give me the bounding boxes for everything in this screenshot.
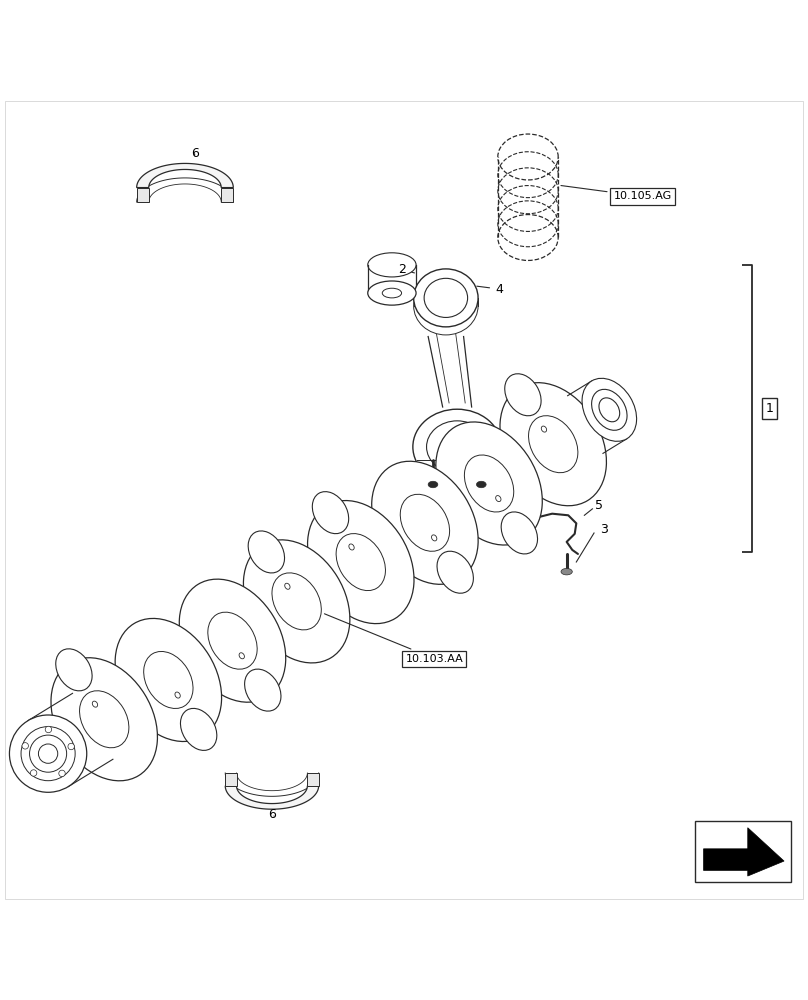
Ellipse shape xyxy=(413,409,502,484)
Ellipse shape xyxy=(115,618,221,742)
Text: 10.105.AG: 10.105.AG xyxy=(561,186,671,201)
Ellipse shape xyxy=(22,743,28,749)
Ellipse shape xyxy=(92,701,98,707)
Polygon shape xyxy=(225,773,237,786)
Polygon shape xyxy=(704,828,784,876)
Ellipse shape xyxy=(51,658,158,781)
Ellipse shape xyxy=(172,649,204,686)
Ellipse shape xyxy=(65,714,98,752)
Text: 6: 6 xyxy=(191,147,199,160)
Ellipse shape xyxy=(495,496,501,502)
Ellipse shape xyxy=(179,579,286,702)
Ellipse shape xyxy=(31,770,37,776)
Polygon shape xyxy=(221,188,234,202)
Ellipse shape xyxy=(541,426,547,432)
Ellipse shape xyxy=(431,491,463,528)
Ellipse shape xyxy=(301,570,334,607)
Ellipse shape xyxy=(45,726,52,733)
Ellipse shape xyxy=(248,531,284,573)
Ellipse shape xyxy=(368,281,416,305)
Ellipse shape xyxy=(239,653,244,659)
Ellipse shape xyxy=(382,288,402,298)
Ellipse shape xyxy=(599,398,620,422)
Text: 4: 4 xyxy=(477,283,503,296)
Ellipse shape xyxy=(591,389,627,430)
Ellipse shape xyxy=(500,383,607,506)
Polygon shape xyxy=(137,163,234,188)
Text: 2: 2 xyxy=(398,263,415,276)
Ellipse shape xyxy=(284,583,290,589)
Ellipse shape xyxy=(501,512,537,554)
Ellipse shape xyxy=(349,544,354,550)
Ellipse shape xyxy=(368,253,416,277)
Ellipse shape xyxy=(437,551,473,593)
Ellipse shape xyxy=(436,422,542,545)
Ellipse shape xyxy=(424,278,468,317)
Ellipse shape xyxy=(79,691,129,748)
Ellipse shape xyxy=(272,573,322,630)
Ellipse shape xyxy=(175,692,180,698)
Ellipse shape xyxy=(308,501,414,624)
Ellipse shape xyxy=(428,481,438,488)
Ellipse shape xyxy=(336,534,385,591)
Ellipse shape xyxy=(10,715,86,792)
Ellipse shape xyxy=(180,708,217,750)
Text: 10.103.AA: 10.103.AA xyxy=(325,614,463,664)
Ellipse shape xyxy=(313,492,349,534)
Text: 3: 3 xyxy=(600,523,608,536)
Ellipse shape xyxy=(208,612,257,669)
Ellipse shape xyxy=(400,494,449,551)
Polygon shape xyxy=(307,773,318,786)
Text: 6: 6 xyxy=(268,808,276,821)
Ellipse shape xyxy=(414,277,478,335)
Text: 5: 5 xyxy=(595,499,603,512)
Ellipse shape xyxy=(414,269,478,327)
Polygon shape xyxy=(225,786,318,809)
Bar xyxy=(696,821,790,882)
Ellipse shape xyxy=(548,419,581,456)
Ellipse shape xyxy=(144,651,193,708)
Polygon shape xyxy=(137,188,149,202)
Ellipse shape xyxy=(465,455,514,512)
Ellipse shape xyxy=(68,743,74,750)
Ellipse shape xyxy=(372,461,478,584)
Ellipse shape xyxy=(243,540,350,663)
Ellipse shape xyxy=(39,744,57,763)
Ellipse shape xyxy=(528,416,578,473)
Ellipse shape xyxy=(56,649,92,691)
Ellipse shape xyxy=(30,735,66,772)
Ellipse shape xyxy=(582,378,637,441)
Text: 1: 1 xyxy=(766,402,773,415)
Ellipse shape xyxy=(477,481,486,488)
Ellipse shape xyxy=(59,770,65,777)
Ellipse shape xyxy=(431,535,437,541)
Ellipse shape xyxy=(21,727,75,781)
Ellipse shape xyxy=(505,374,541,416)
Ellipse shape xyxy=(561,568,572,575)
Ellipse shape xyxy=(427,421,488,473)
Ellipse shape xyxy=(245,669,281,711)
